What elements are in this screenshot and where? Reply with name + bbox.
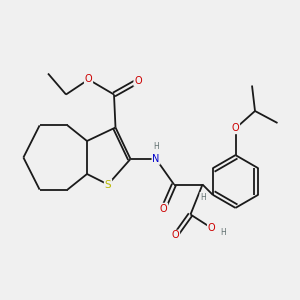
Text: H: H — [200, 193, 206, 202]
Text: O: O — [134, 76, 142, 86]
Text: S: S — [105, 179, 111, 190]
Text: O: O — [160, 203, 167, 214]
Text: O: O — [172, 230, 179, 241]
Text: N: N — [152, 154, 160, 164]
Text: O: O — [208, 223, 215, 233]
Text: O: O — [85, 74, 92, 85]
Text: H: H — [154, 142, 160, 151]
Text: O: O — [232, 123, 239, 134]
Text: H: H — [220, 228, 226, 237]
